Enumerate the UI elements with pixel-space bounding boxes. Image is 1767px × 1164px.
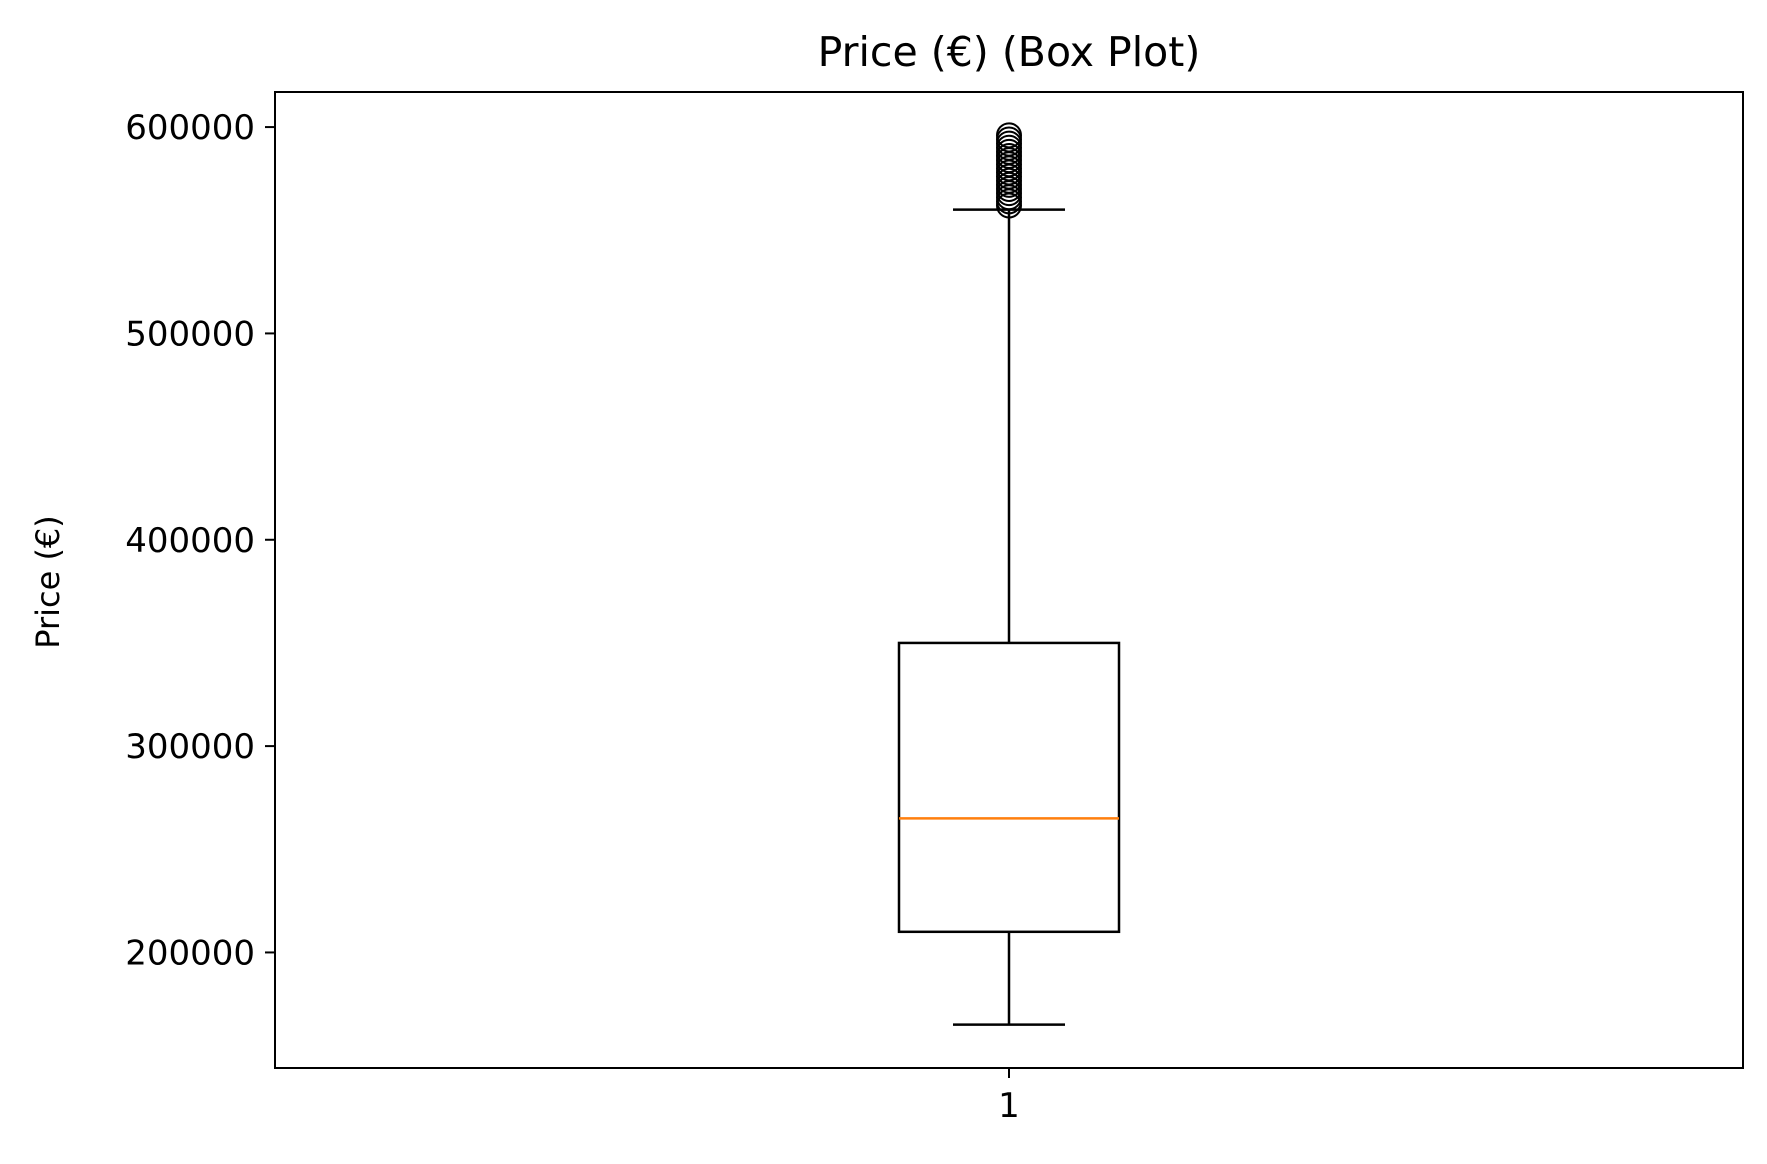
- plot-area: [897, 122, 1121, 1026]
- y-tick-label: 500000: [125, 314, 255, 354]
- iqr-box: [897, 641, 1121, 934]
- y-tick-label: 300000: [125, 727, 255, 767]
- chart-title: Price (€) (Box Plot): [818, 28, 1201, 76]
- y-tick-label: 400000: [125, 521, 255, 561]
- y-tick-label: 600000: [125, 108, 255, 148]
- y-axis-label: Price (€): [29, 515, 67, 649]
- outlier-point: [996, 122, 1022, 149]
- y-tick-label: 200000: [125, 933, 255, 973]
- x-tick-label: 1: [998, 1086, 1020, 1126]
